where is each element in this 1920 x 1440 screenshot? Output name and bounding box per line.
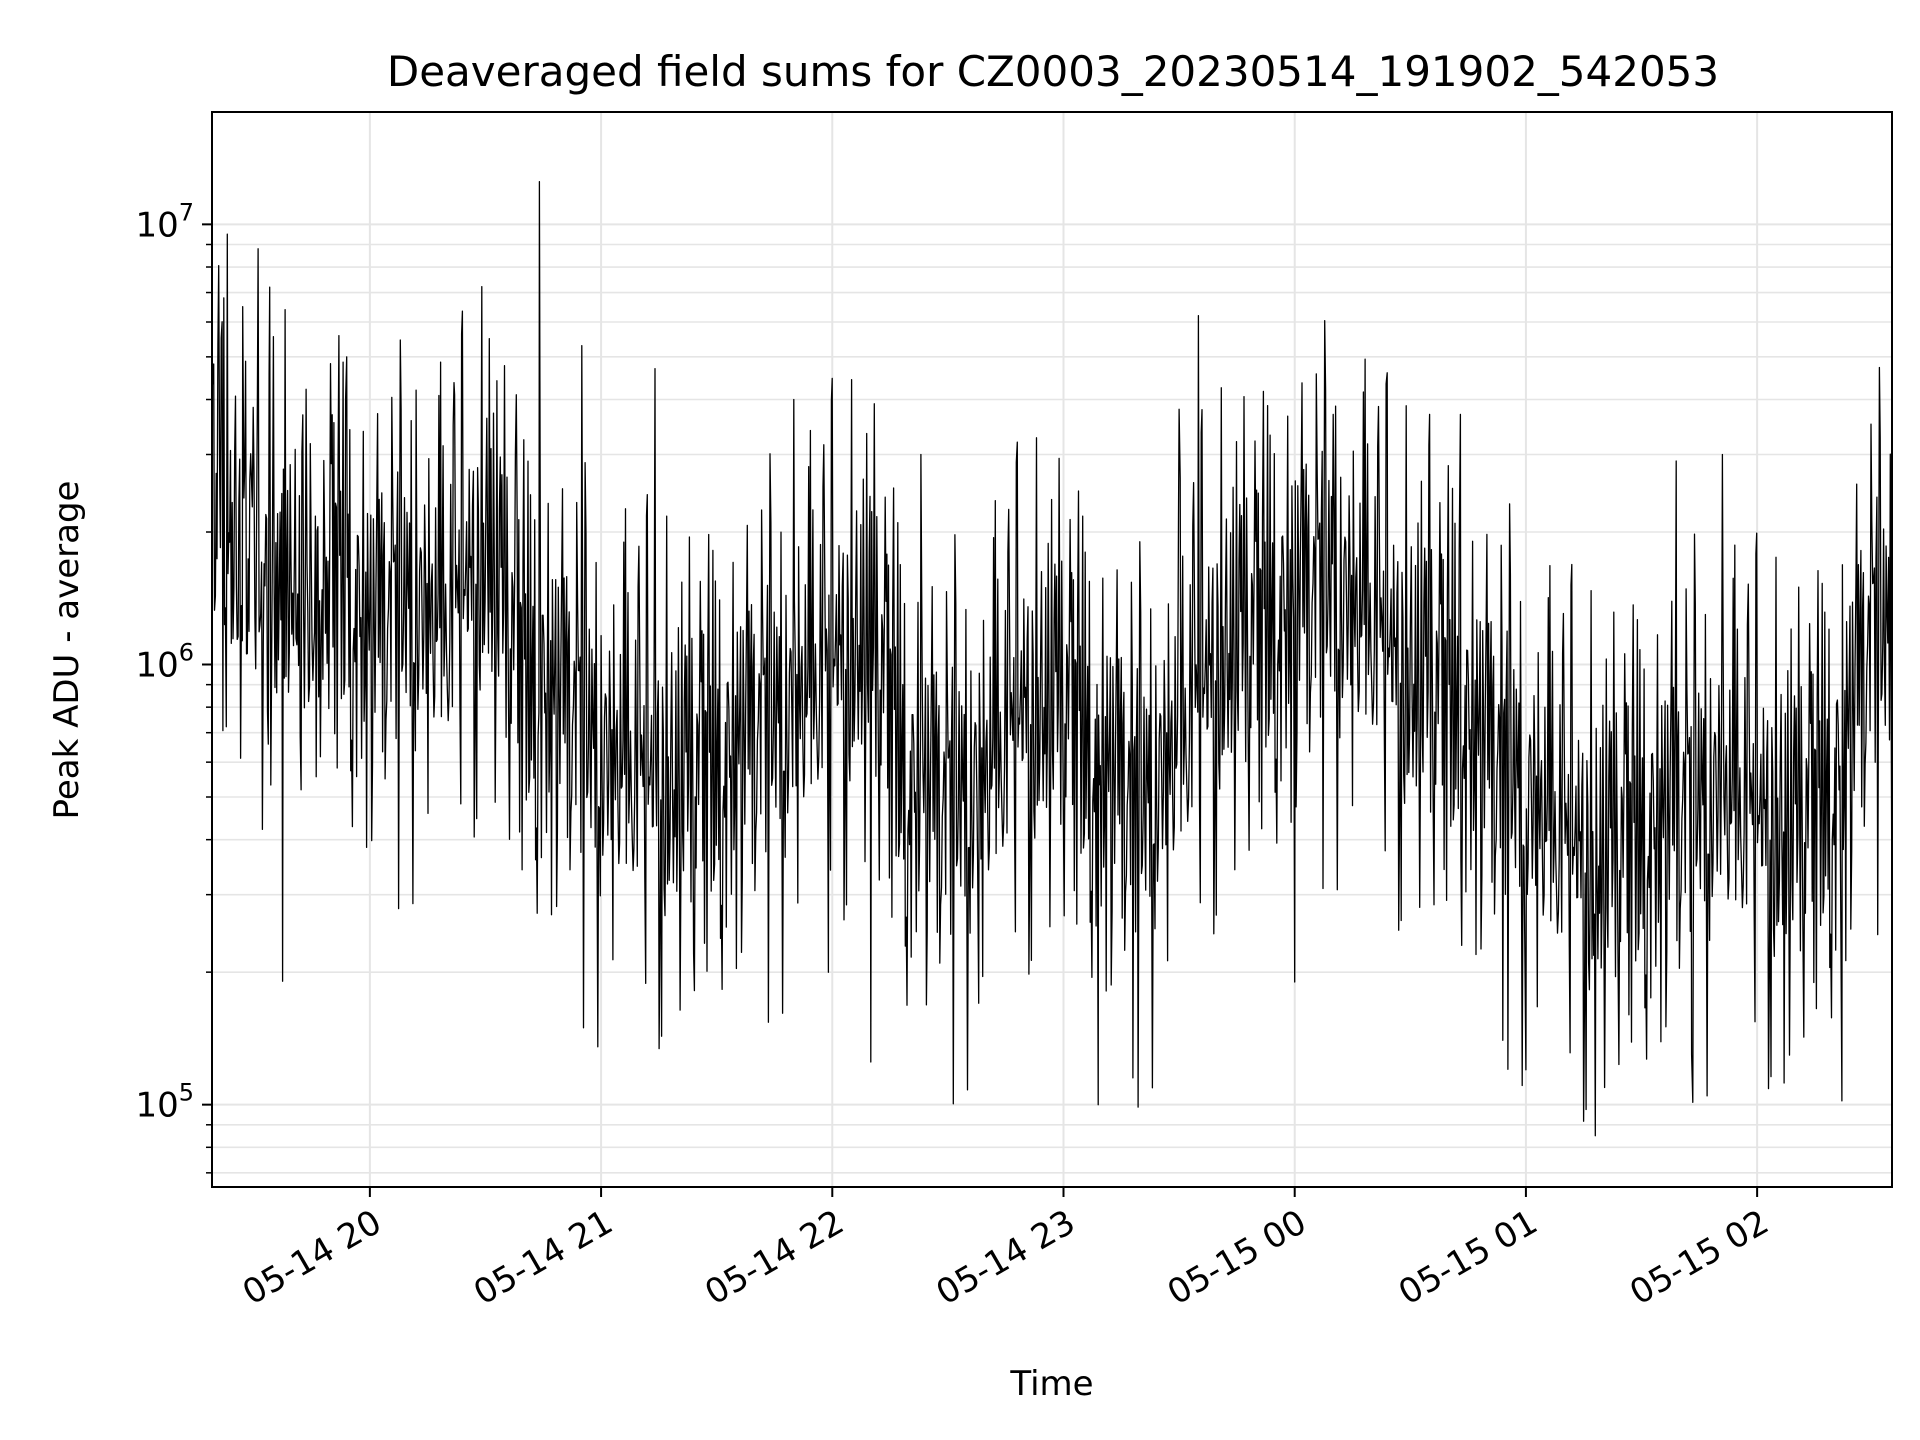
x-axis: 05-14 20 05-14 21 05-14 22 05-14 23 05-15 00…	[236, 1187, 1776, 1313]
x-tick-label: 05-15 02	[1623, 1202, 1775, 1313]
x-tick-label: 05-14 21	[467, 1202, 619, 1313]
x-axis-label: Time	[1009, 1364, 1093, 1404]
x-tick-label: 05-14 23	[930, 1202, 1082, 1313]
chart-title: Deaveraged field sums for CZ0003_2023051…	[387, 47, 1719, 96]
y-tick-label: 106	[135, 639, 194, 686]
series-line	[212, 181, 1892, 1137]
x-tick-label: 05-14 20	[236, 1202, 388, 1313]
x-tick-label: 05-14 22	[698, 1202, 850, 1313]
x-tick-label: 05-15 00	[1161, 1202, 1313, 1313]
y-tick-label: 107	[135, 198, 194, 245]
y-axis-label: Peak ADU - average	[47, 481, 87, 820]
x-tick-label: 05-15 01	[1392, 1202, 1544, 1313]
data-series	[212, 181, 1892, 1137]
y-axis: 105 106 107	[135, 198, 212, 1174]
plot-frame	[211, 111, 1893, 1188]
y-tick-label: 105	[135, 1079, 194, 1126]
